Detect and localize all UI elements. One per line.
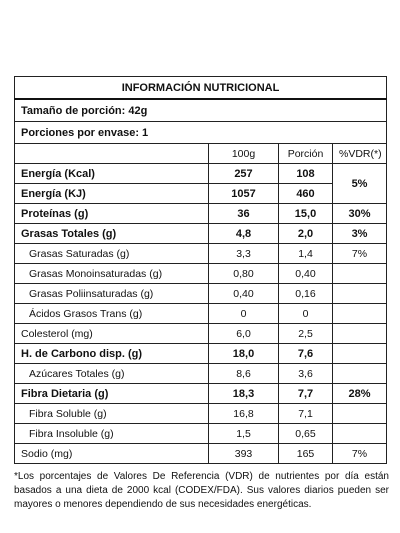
table-row: Fibra Insoluble (g) 1,5 0,65 xyxy=(14,423,388,444)
row-label: Energía (KJ) xyxy=(14,183,209,204)
row-per100: 16,8 xyxy=(208,403,279,424)
table-row: Grasas Poliinsaturadas (g) 0,40 0,16 xyxy=(14,283,388,304)
row-label: Grasas Poliinsaturadas (g) xyxy=(14,283,209,304)
row-portion: 0,65 xyxy=(278,423,333,444)
header-per100: 100g xyxy=(208,143,279,164)
row-portion: 15,0 xyxy=(278,203,333,224)
nutrition-facts-panel: INFORMACIÓN NUTRICIONAL Tamaño de porció… xyxy=(13,76,388,464)
row-per100: 1,5 xyxy=(208,423,279,444)
table-row: Fibra Dietaria (g) 18,3 7,7 28% xyxy=(14,383,388,404)
row-label: Fibra Soluble (g) xyxy=(14,403,209,424)
serving-size: Tamaño de porción: 42g xyxy=(13,98,388,122)
row-vdr: 7% xyxy=(331,443,388,464)
row-per100: 393 xyxy=(208,443,279,464)
row-portion: 2,5 xyxy=(278,323,333,344)
row-per100: 3,3 xyxy=(208,243,279,264)
row-vdr xyxy=(331,303,388,324)
row-per100: 36 xyxy=(208,203,279,224)
row-portion: 7,7 xyxy=(278,383,333,404)
row-portion: 7,6 xyxy=(278,343,333,364)
row-portion: 460 xyxy=(278,183,333,204)
row-label: Colesterol (mg) xyxy=(14,323,209,344)
row-label: Grasas Monoinsaturadas (g) xyxy=(14,263,209,284)
row-vdr: 30% xyxy=(331,203,388,224)
row-vdr xyxy=(331,263,388,284)
nutrition-table: INFORMACIÓN NUTRICIONAL Tamaño de porció… xyxy=(13,76,388,464)
row-per100: 18,0 xyxy=(208,343,279,364)
row-label: Grasas Totales (g) xyxy=(14,223,209,244)
row-per100: 6,0 xyxy=(208,323,279,344)
table-row: Grasas Monoinsaturadas (g) 0,80 0,40 xyxy=(14,263,388,284)
table-row: Azúcares Totales (g) 8,6 3,6 xyxy=(14,363,388,384)
row-portion: 0,16 xyxy=(278,283,333,304)
row-per100: 257 xyxy=(208,163,279,184)
row-per100: 0,80 xyxy=(208,263,279,284)
row-per100: 0 xyxy=(208,303,279,324)
row-portion: 2,0 xyxy=(278,223,333,244)
row-per100: 4,8 xyxy=(208,223,279,244)
row-per100: 0,40 xyxy=(208,283,279,304)
header-portion: Porción xyxy=(278,143,333,164)
row-label: Proteínas (g) xyxy=(14,203,209,224)
header-label xyxy=(14,143,209,164)
row-portion: 3,6 xyxy=(278,363,333,384)
row-per100: 8,6 xyxy=(208,363,279,384)
table-row: Proteínas (g) 36 15,0 30% xyxy=(14,203,388,224)
row-label: Ácidos Grasos Trans (g) xyxy=(14,303,209,324)
row-label: Sodio (mg) xyxy=(14,443,209,464)
header-vdr: %VDR(*) xyxy=(331,143,388,164)
row-label: Fibra Dietaria (g) xyxy=(14,383,209,404)
row-vdr xyxy=(331,343,388,364)
row-vdr xyxy=(331,403,388,424)
row-vdr xyxy=(331,323,388,344)
row-portion: 0,40 xyxy=(278,263,333,284)
row-vdr: 5% xyxy=(331,163,388,204)
table-row: Energía (KJ) 1057 460 xyxy=(14,183,387,204)
table-row: Sodio (mg) 393 165 7% xyxy=(14,443,388,464)
table-row: Energía (Kcal) 257 108 5% xyxy=(14,163,388,204)
row-vdr: 7% xyxy=(331,243,388,264)
row-vdr: 3% xyxy=(331,223,388,244)
table-row: Ácidos Grasos Trans (g) 0 0 xyxy=(14,303,388,324)
row-vdr xyxy=(331,283,388,304)
row-portion: 1,4 xyxy=(278,243,333,264)
footnote: *Los porcentajes de Valores De Referenci… xyxy=(14,471,389,510)
table-row: Fibra Soluble (g) 16,8 7,1 xyxy=(14,403,388,424)
row-portion: 7,1 xyxy=(278,403,333,424)
row-portion: 165 xyxy=(278,443,333,464)
table-title: INFORMACIÓN NUTRICIONAL xyxy=(13,76,388,100)
row-label: H. de Carbono disp. (g) xyxy=(14,343,209,364)
row-portion: 0 xyxy=(278,303,333,324)
row-label: Fibra Insoluble (g) xyxy=(14,423,209,444)
table-row: Grasas Totales (g) 4,8 2,0 3% xyxy=(14,223,388,244)
servings-per-container: Porciones por envase: 1 xyxy=(13,121,388,144)
row-portion: 108 xyxy=(278,163,333,184)
row-label: Energía (Kcal) xyxy=(14,163,209,184)
row-vdr: 28% xyxy=(331,383,388,404)
row-per100: 18,3 xyxy=(208,383,279,404)
table-row: H. de Carbono disp. (g) 18,0 7,6 xyxy=(14,343,388,364)
table-row: Grasas Saturadas (g) 3,3 1,4 7% xyxy=(14,243,388,264)
row-vdr xyxy=(331,363,388,384)
table-row: Colesterol (mg) 6,0 2,5 xyxy=(14,323,388,344)
row-label: Grasas Saturadas (g) xyxy=(14,243,209,264)
row-label: Azúcares Totales (g) xyxy=(14,363,209,384)
row-per100: 1057 xyxy=(208,183,279,204)
row-vdr xyxy=(331,423,388,444)
